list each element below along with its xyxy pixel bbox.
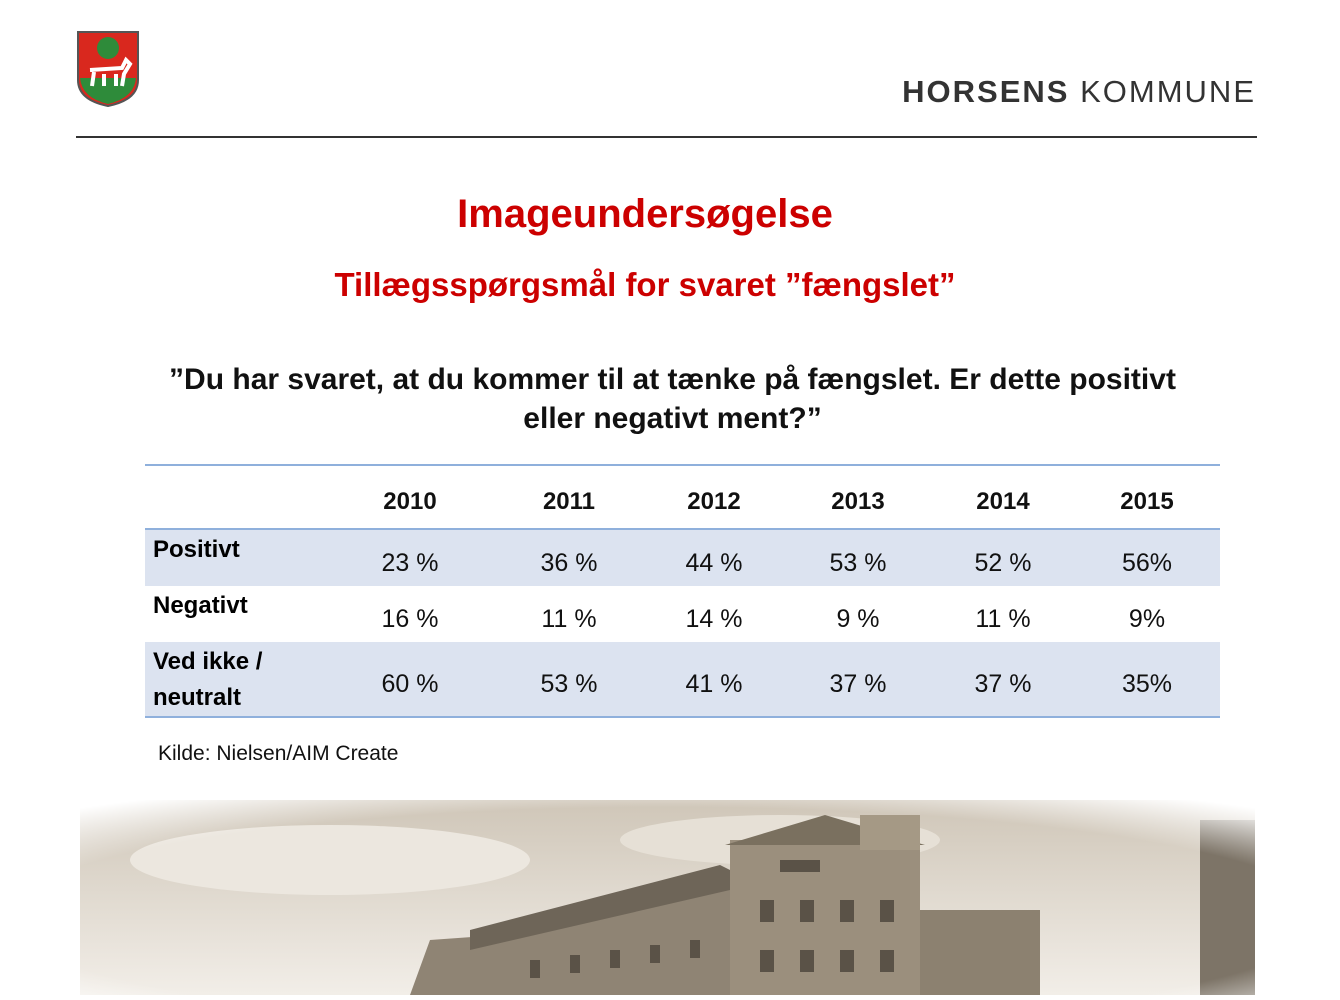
brand: HORSENS KOMMUNE [902, 74, 1256, 110]
row-label: Ved ikke / neutralt [153, 648, 263, 711]
coat-of-arms-horse [89, 56, 133, 87]
coat-of-arms-field [80, 78, 136, 104]
column-header: 2010 [383, 488, 437, 515]
table-cell: 44 % [685, 549, 743, 577]
table-cell: 60 % [381, 670, 439, 698]
table-row: Ved ikke / neutralt 60 % 53 % 41 % 37 % 37 % 3… [145, 642, 1220, 716]
table-cell: 23 % [381, 549, 439, 577]
table-bottom-rule [145, 716, 1220, 718]
table-cell: 9 % [836, 605, 880, 633]
table-row: Negativt 16 % 11 % 14 % 9 % 11 % 9% [145, 586, 1220, 642]
brand-suffix: KOMMUNE [1080, 74, 1256, 109]
table-cell: 53 % [829, 549, 887, 577]
table-row: Positivt 23 % 36 % 44 % 53 % 52 % 56% [145, 530, 1220, 586]
table-cell: 36 % [540, 549, 598, 577]
column-header: 2015 [1120, 488, 1174, 515]
coat-of-arms-tree [97, 37, 119, 59]
table-cell: 53 % [540, 670, 598, 698]
column-header: 2013 [831, 488, 885, 515]
table-cell: 9% [1128, 605, 1166, 633]
header-rule [145, 528, 1220, 530]
brand-name: HORSENS [902, 74, 1070, 109]
table-cell: 35% [1121, 670, 1173, 698]
subtitle: Tillægsspørgsmål for svaret ”fængslet” [334, 266, 956, 303]
column-header: 2014 [976, 488, 1030, 515]
question: ”Du har svaret, at du kommer til at tænk… [169, 363, 1176, 435]
title: Imageundersøgelse [457, 192, 833, 236]
header-row: 2010 2011 2012 2013 2014 2015 [145, 466, 1220, 529]
table-cell: 52 % [974, 549, 1032, 577]
column-header: 2011 [542, 488, 596, 515]
table-cell: 56% [1121, 549, 1173, 577]
table-cell: 16 % [381, 605, 439, 633]
prison-photo [80, 800, 1255, 995]
table-cell: 37 % [974, 670, 1032, 698]
row-label: Negativt [153, 592, 248, 619]
table-cell: 11 % [541, 605, 597, 633]
column-header: 2012 [687, 488, 741, 515]
table-cell: 14 % [685, 605, 743, 633]
table-cell: 41 % [685, 670, 743, 698]
table-cell: 37 % [829, 670, 887, 698]
table-cell: 11 % [975, 605, 1031, 633]
header-graphics [76, 31, 1257, 138]
table-top-rule [145, 464, 1220, 466]
source: Kilde: Nielsen/AIM Create [158, 742, 399, 765]
row-label: Positivt [153, 536, 240, 563]
